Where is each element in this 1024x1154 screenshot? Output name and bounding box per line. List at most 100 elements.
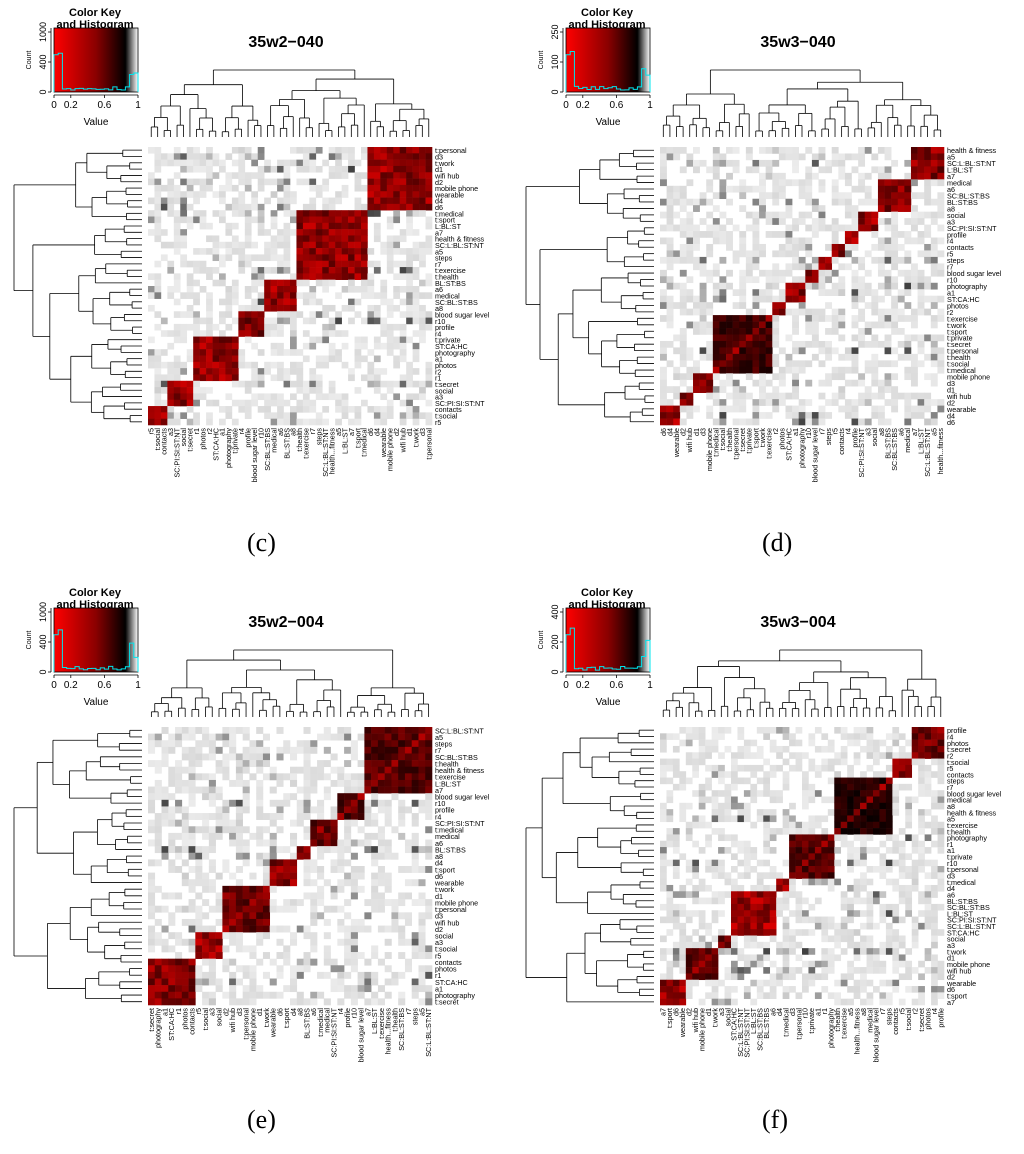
heatmap-cell <box>766 380 773 387</box>
heatmap-cell <box>195 826 202 833</box>
heatmap-cell <box>271 242 278 249</box>
heatmap-cell <box>418 985 425 992</box>
heatmap-cell <box>719 386 726 393</box>
heatmap-cell <box>750 797 757 804</box>
heatmap-cell <box>232 280 239 287</box>
heatmap-cell <box>284 254 291 261</box>
heatmap-cell <box>180 204 187 211</box>
heatmap-cell <box>413 191 420 198</box>
heatmap-cell <box>236 892 243 899</box>
heatmap-cell <box>187 311 194 318</box>
heatmap-cell <box>216 985 223 992</box>
heatmap-cell <box>374 229 381 236</box>
heatmap-cell <box>393 191 400 198</box>
heatmap-cell <box>216 767 223 774</box>
heatmap-cell <box>398 740 405 747</box>
heatmap-cell <box>361 356 368 363</box>
heatmap-cell <box>912 727 919 734</box>
heatmap-cell <box>222 773 229 780</box>
count-tick-label: 0 <box>38 669 48 674</box>
heatmap-cell <box>161 419 168 426</box>
heatmap-cell <box>309 198 316 205</box>
heatmap-cell <box>405 959 412 966</box>
heatmap-cell <box>322 280 329 287</box>
heatmap-cell <box>891 205 898 212</box>
heatmap-cell <box>161 330 168 337</box>
heatmap-cell <box>378 985 385 992</box>
heatmap-cell <box>209 979 216 986</box>
heatmap-cell <box>380 419 387 426</box>
heatmap-cell <box>264 242 271 249</box>
heatmap-cell <box>805 419 812 426</box>
heatmap-cell <box>660 406 667 413</box>
heatmap-cell <box>885 276 892 283</box>
heatmap-cell <box>225 292 232 299</box>
heatmap-cell <box>673 771 680 778</box>
heatmap-cell <box>168 998 175 1005</box>
heatmap-cell <box>236 800 243 807</box>
heatmap-cell <box>871 360 878 367</box>
heatmap-cell <box>750 765 757 772</box>
heatmap-cell <box>238 406 245 413</box>
heatmap-cell <box>752 160 759 167</box>
heatmap-cell <box>148 362 155 369</box>
heatmap-cell <box>713 328 720 335</box>
heatmap-cell <box>251 198 258 205</box>
heatmap-cell <box>832 328 839 335</box>
heatmap-cell <box>277 286 284 293</box>
heatmap-cell <box>400 261 407 268</box>
heatmap-cell <box>700 347 707 354</box>
heatmap-cell <box>263 912 270 919</box>
heatmap-cell <box>405 760 412 767</box>
heatmap-cell <box>938 752 945 759</box>
heatmap-cell <box>878 393 885 400</box>
heatmap-cell <box>209 833 216 840</box>
heatmap-cell <box>263 853 270 860</box>
heatmap-cell <box>918 399 925 406</box>
heatmap-cell <box>304 998 311 1005</box>
heatmap-cell <box>792 238 799 245</box>
heatmap-cell <box>400 330 407 337</box>
heatmap-cell <box>232 362 239 369</box>
heatmap-cell <box>329 229 336 236</box>
heatmap-cell <box>283 959 290 966</box>
heatmap-cell <box>310 866 317 873</box>
heatmap-cell <box>167 242 174 249</box>
heatmap-cell <box>297 992 304 999</box>
heatmap-cell <box>209 734 216 741</box>
heatmap-cell <box>885 179 892 186</box>
heatmap-cell <box>789 765 796 772</box>
heatmap-cell <box>371 979 378 986</box>
heatmap-cell <box>167 191 174 198</box>
heatmap-cell <box>783 759 790 766</box>
heatmap-cell <box>304 780 311 787</box>
heatmap-cell <box>195 753 202 760</box>
heatmap-cell <box>216 826 223 833</box>
heatmap-cell <box>686 740 693 747</box>
heatmap-cell <box>335 261 342 268</box>
heatmap-cell <box>873 771 880 778</box>
count-tick-label: 400 <box>38 634 48 649</box>
heatmap-cell <box>167 185 174 192</box>
heatmap-cell <box>155 840 162 847</box>
heatmap-cell <box>789 752 796 759</box>
heatmap-cell <box>733 347 740 354</box>
heatmap-cell <box>812 276 819 283</box>
heatmap-cell <box>393 204 400 211</box>
heatmap-cell <box>858 173 865 180</box>
heatmap-cell <box>393 381 400 388</box>
heatmap-cell <box>744 803 751 810</box>
heatmap-cell <box>206 160 213 167</box>
heatmap-cell <box>148 273 155 280</box>
heatmap-cell <box>799 367 806 374</box>
heatmap-cell <box>746 186 753 193</box>
heatmap-cell <box>380 198 387 205</box>
heatmap-cell <box>322 273 329 280</box>
heatmap-cell <box>304 806 311 813</box>
heatmap-cell <box>673 373 680 380</box>
heatmap-cell <box>168 740 175 747</box>
heatmap-cell <box>878 263 885 270</box>
heatmap-cell <box>174 160 181 167</box>
heatmap-cell <box>680 309 687 316</box>
heatmap-cell <box>236 767 243 774</box>
